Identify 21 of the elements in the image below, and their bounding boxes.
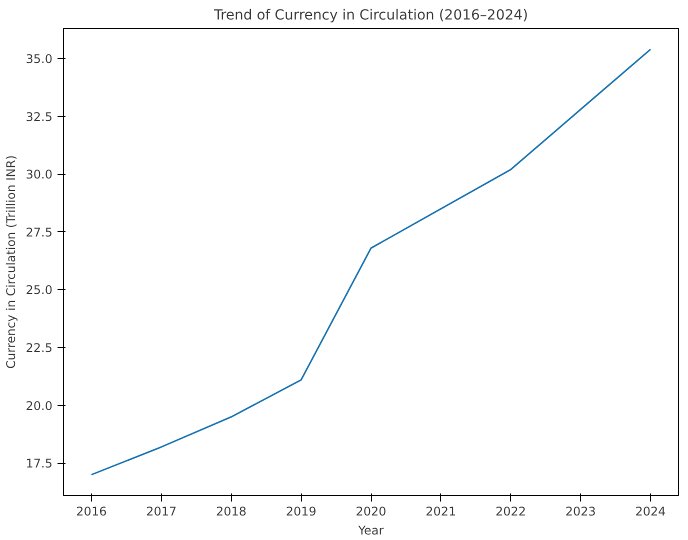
x-tick-label: 2020 [356, 504, 386, 518]
x-tick-label: 2022 [496, 504, 526, 518]
y-tick-label: 27.5 [26, 225, 52, 240]
y-tick-label: 32.5 [26, 110, 52, 124]
y-tick-label: 17.5 [26, 456, 52, 471]
chart-title: Trend of Currency in Circulation (2016–2024) [212, 8, 528, 24]
y-axis-title: Currency in Circulation (Trillion INR) [4, 155, 18, 369]
x-tick-label: 2016 [76, 504, 107, 518]
y-tick-label: 22.5 [26, 341, 52, 356]
x-tick-label: 2023 [565, 504, 596, 518]
x-axis-title: Year [357, 524, 384, 538]
x-tick-label: 2024 [635, 504, 666, 518]
y-tick-label: 20.0 [26, 398, 52, 413]
x-tick-label: 2019 [286, 504, 316, 518]
y-tick-label: 25.0 [26, 283, 52, 298]
x-tick-label: 2021 [426, 504, 456, 518]
y-tick-label: 35.0 [26, 52, 52, 66]
line-series [90, 48, 652, 476]
x-tick-label: 2018 [216, 504, 247, 518]
y-tick-label: 30.0 [26, 168, 52, 182]
x-tick-label: 2017 [146, 504, 177, 518]
